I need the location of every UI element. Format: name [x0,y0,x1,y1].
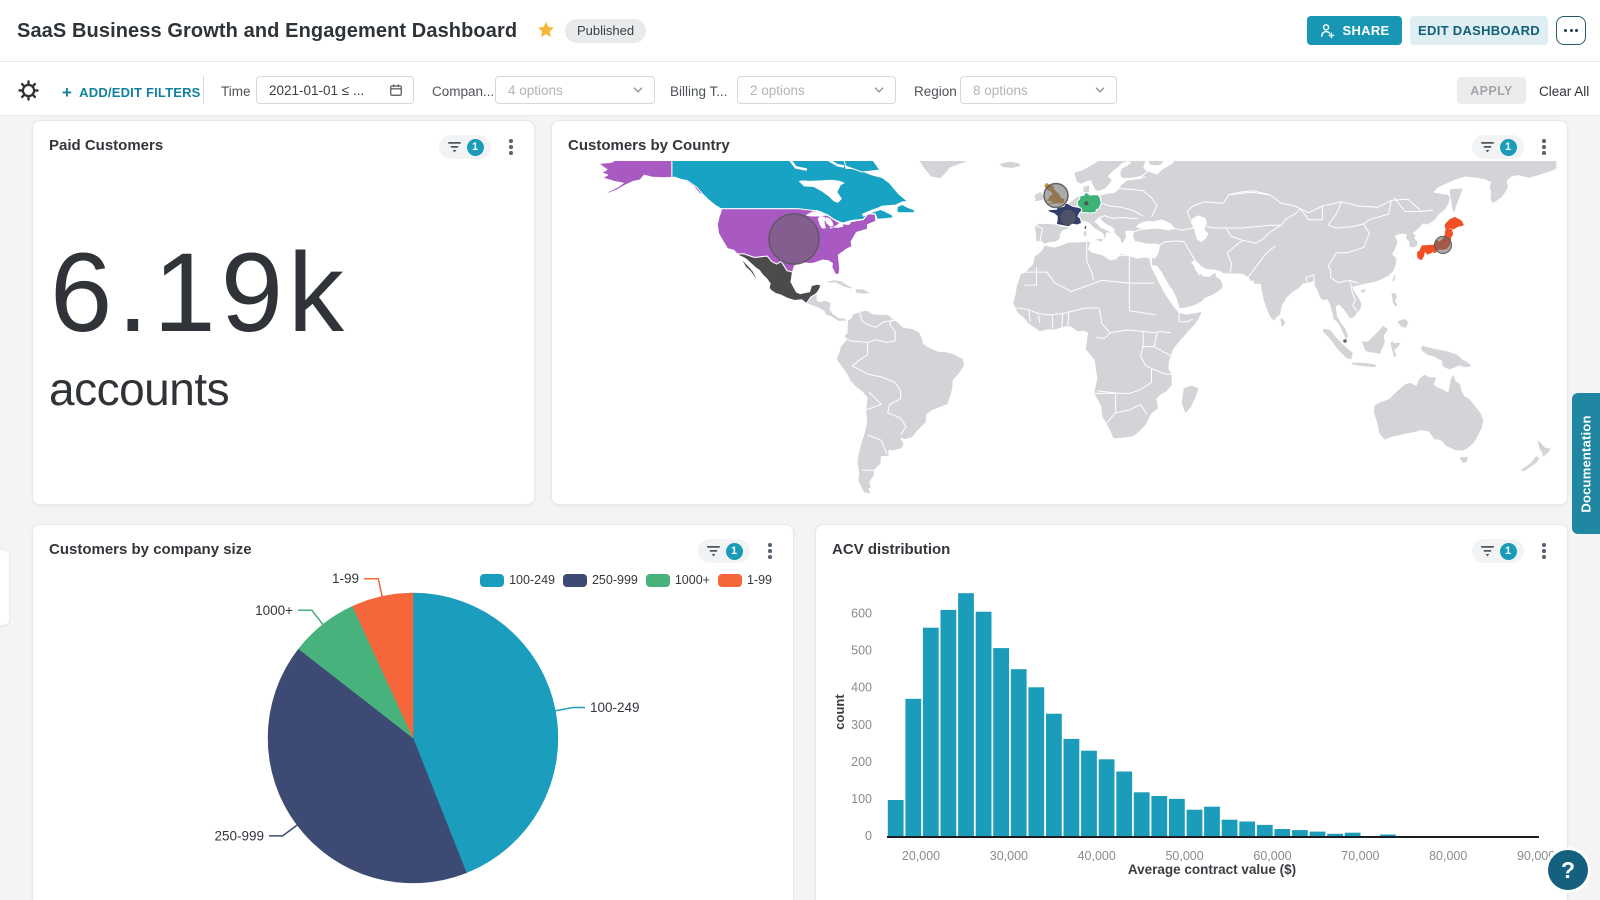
svg-text:1000+: 1000+ [255,603,293,618]
svg-text:40,000: 40,000 [1078,849,1116,863]
svg-text:100: 100 [851,792,872,806]
svg-text:400: 400 [851,681,872,695]
svg-text:70,000: 70,000 [1341,849,1379,863]
svg-text:200: 200 [851,755,872,769]
svg-text:60,000: 60,000 [1253,849,1291,863]
svg-text:250-999: 250-999 [214,828,264,843]
svg-text:1-99: 1-99 [332,571,359,586]
svg-text:80,000: 80,000 [1429,849,1467,863]
svg-text:Average contract value ($): Average contract value ($) [1128,862,1296,877]
svg-text:90,000: 90,000 [1517,849,1555,863]
svg-text:300: 300 [851,718,872,732]
svg-text:500: 500 [851,644,872,658]
svg-text:20,000: 20,000 [902,849,940,863]
svg-text:50,000: 50,000 [1165,849,1203,863]
svg-text:0: 0 [865,829,872,843]
svg-text:count: count [832,694,847,730]
svg-text:30,000: 30,000 [990,849,1028,863]
svg-text:100-249: 100-249 [590,700,640,715]
svg-text:600: 600 [851,607,872,621]
